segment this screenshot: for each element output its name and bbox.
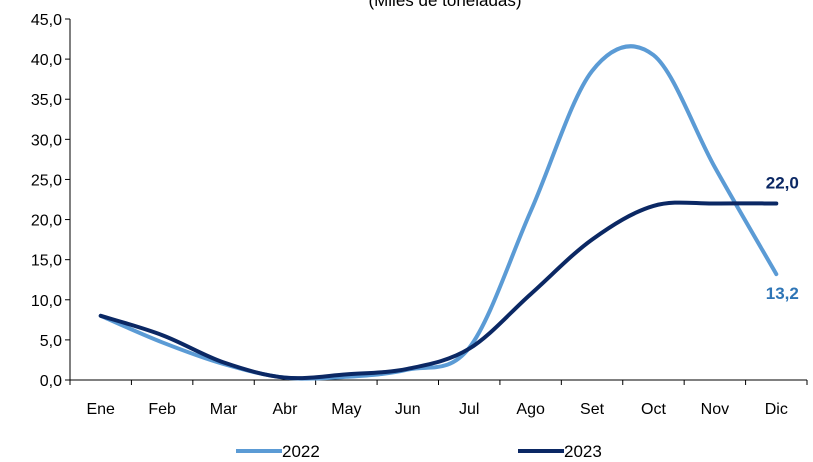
data-labels: 13,2 22,0 — [766, 174, 799, 304]
y-tick-label: 30,0 — [31, 132, 62, 149]
x-tick-label: Dic — [765, 401, 788, 418]
x-axis-ticks: Ene Feb Mar Abr May Jun Jul Ago Set Oct Nov Dic — [70, 380, 807, 418]
chart-subtitle: (Miles de toneladas) — [368, 0, 521, 10]
y-tick-label: 45,0 — [31, 12, 62, 29]
x-tick-label: Ago — [516, 401, 545, 418]
axes — [70, 19, 807, 380]
legend-label-2022: 2022 — [282, 442, 320, 461]
legend: 2022 2023 — [236, 442, 602, 461]
y-tick-label: 20,0 — [31, 213, 62, 230]
x-tick-label: Nov — [701, 401, 729, 418]
y-tick-label: 10,0 — [31, 293, 62, 310]
y-tick-label: 40,0 — [31, 52, 62, 69]
x-tick-label: Mar — [210, 401, 238, 418]
y-axis-ticks: 0,0 5,0 10,0 15,0 20,0 25,0 30,0 35,0 40,0 45,0 — [31, 12, 70, 390]
y-tick-label: 5,0 — [40, 333, 62, 350]
x-tick-label: Set — [580, 401, 605, 418]
legend-label-2023: 2023 — [564, 442, 602, 461]
y-tick-label: 0,0 — [40, 373, 62, 390]
x-tick-label: Jul — [459, 401, 479, 418]
series-line-2023 — [101, 203, 777, 379]
data-label-2022: 13,2 — [766, 284, 799, 303]
y-tick-label: 15,0 — [31, 253, 62, 270]
x-tick-label: May — [331, 401, 361, 418]
y-tick-label: 35,0 — [31, 92, 62, 109]
x-tick-label: Jun — [395, 401, 421, 418]
series-lines — [101, 46, 777, 378]
data-label-2023: 22,0 — [766, 174, 799, 193]
x-tick-label: Ene — [86, 401, 115, 418]
x-tick-label: Feb — [148, 401, 176, 418]
series-line-2022 — [101, 46, 777, 378]
x-tick-label: Abr — [273, 401, 299, 418]
x-tick-label: Oct — [641, 401, 666, 418]
y-tick-label: 25,0 — [31, 172, 62, 189]
